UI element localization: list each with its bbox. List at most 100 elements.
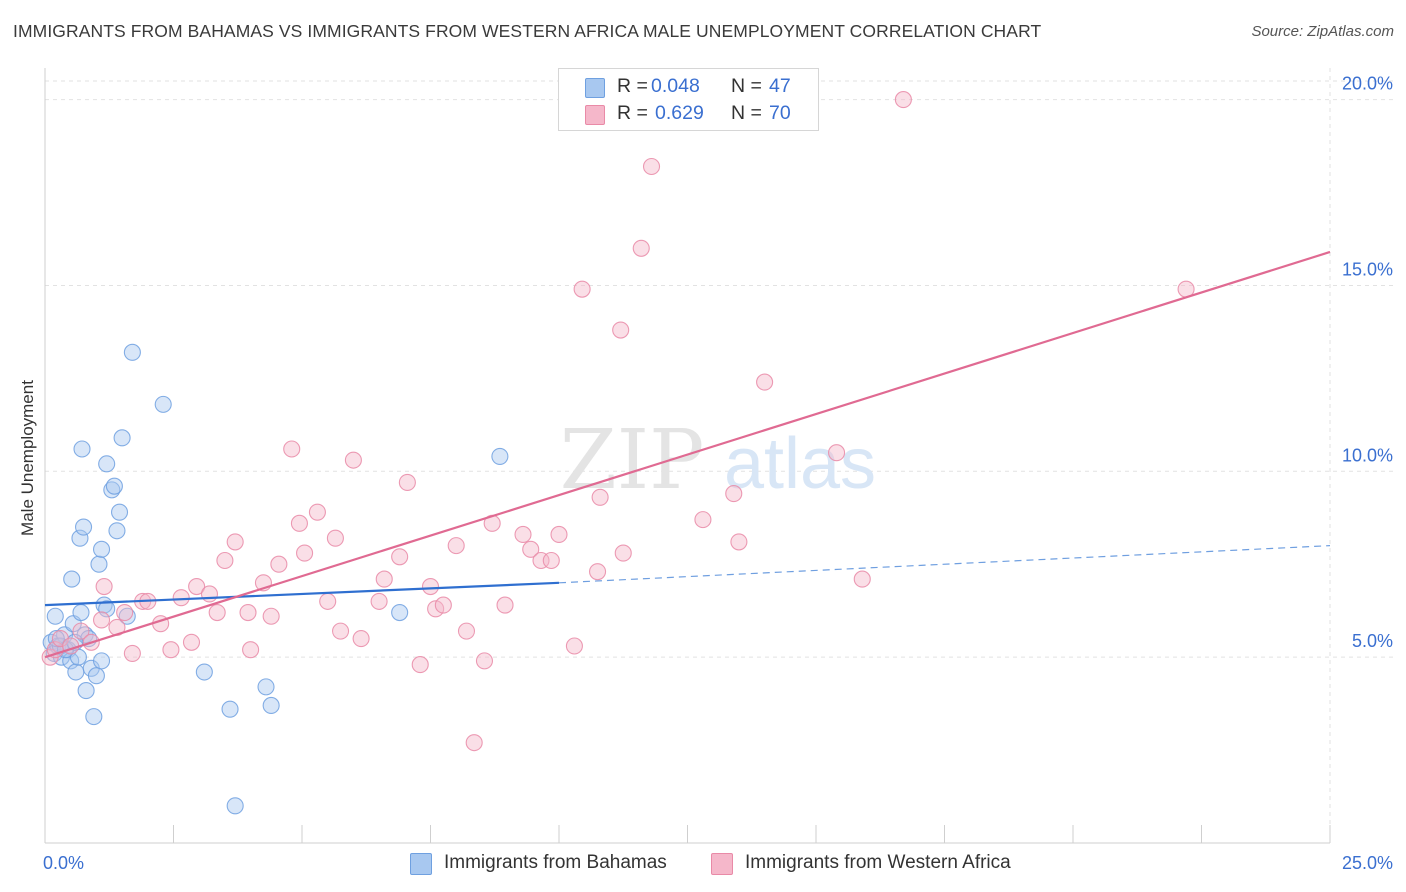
data-point: [67, 663, 85, 681]
data-point: [375, 570, 393, 588]
data-point: [344, 451, 362, 469]
data-point: [352, 630, 370, 648]
data-point: [62, 652, 80, 670]
data-point: [532, 551, 550, 570]
legend-n-label: N =: [731, 102, 762, 124]
data-point: [427, 600, 445, 618]
y-tick-label: 5.0%: [1352, 631, 1393, 651]
data-point: [588, 563, 607, 581]
data-point: [95, 577, 113, 596]
data-point: [90, 555, 108, 573]
data-point: [550, 525, 568, 544]
data-point: [92, 611, 111, 629]
legend-swatch-bahamas: [585, 78, 605, 98]
data-point: [46, 607, 64, 625]
data-point: [63, 570, 81, 588]
tick-labels: 5.0% 10.0% 15.0% 20.0% 0.0% 25.0%: [43, 74, 1393, 873]
y-tick-label: 10.0%: [1342, 445, 1393, 465]
data-point: [108, 522, 126, 540]
data-point: [92, 652, 111, 670]
data-point: [475, 652, 494, 670]
data-point: [221, 700, 239, 718]
data-point: [105, 477, 123, 495]
legend-n-value: 70: [769, 102, 791, 124]
y-tick-label: 20.0%: [1342, 74, 1393, 94]
x-tick-label: 0.0%: [43, 853, 84, 873]
chart-title: IMMIGRANTS FROM BAHAMAS VS IMMIGRANTS FR…: [13, 21, 1042, 41]
data-point: [296, 544, 314, 562]
data-point: [162, 641, 180, 659]
data-point: [226, 533, 244, 551]
data-point: [828, 444, 846, 462]
data-point: [87, 667, 105, 685]
bottom-legend-label: Immigrants from Bahamas: [444, 852, 667, 873]
data-point: [614, 544, 632, 562]
trend-line-bahamas-extension: [558, 545, 1331, 584]
data-point: [642, 157, 661, 176]
data-point: [98, 600, 116, 618]
data-point: [491, 447, 509, 465]
data-point: [370, 592, 388, 610]
bottom-legend-label: Immigrants from Western Africa: [745, 852, 1011, 873]
data-point: [514, 525, 532, 544]
correlation-legend: R = 0.048 N = 47 R = 0.629 N = 70: [558, 68, 819, 131]
data-point: [72, 603, 90, 622]
data-point: [465, 734, 483, 752]
data-point: [71, 529, 89, 547]
y-tick-label: 15.0%: [1342, 259, 1393, 279]
data-point: [242, 641, 260, 659]
data-point: [591, 488, 609, 506]
data-point: [447, 537, 465, 555]
data-point: [496, 596, 514, 614]
data-point: [113, 429, 131, 447]
legend-r-value: 0.629: [655, 102, 704, 124]
data-point: [85, 708, 103, 726]
legend-n-value: 47: [769, 75, 791, 97]
data-point: [391, 603, 409, 622]
data-point: [257, 678, 275, 696]
watermark-atlas: atlas: [724, 424, 876, 504]
data-point: [182, 633, 201, 651]
bottom-legend-swatch-bahamas: [410, 853, 432, 875]
data-point: [411, 656, 429, 674]
data-point: [239, 603, 257, 622]
data-point: [92, 540, 111, 558]
bottom-legend-swatch-western-africa: [711, 853, 733, 875]
data-point: [434, 596, 452, 614]
data-point: [154, 395, 172, 413]
data-point: [612, 321, 630, 339]
data-point: [110, 503, 129, 521]
data-point: [116, 603, 134, 622]
data-point: [421, 577, 440, 596]
legend-swatch-western-africa: [585, 105, 605, 125]
data-point: [200, 585, 219, 603]
trend-line-bahamas: [44, 581, 560, 607]
data-point: [398, 473, 416, 491]
data-point: [188, 577, 206, 596]
legend-n-label: N =: [731, 75, 762, 97]
data-point: [216, 551, 234, 570]
data-point: [195, 663, 213, 681]
data-point: [73, 440, 91, 458]
data-point: [853, 570, 871, 588]
data-point: [632, 239, 650, 257]
data-point: [77, 682, 95, 700]
legend-r-label: R =: [617, 102, 648, 124]
data-point: [725, 485, 743, 503]
data-point: [290, 514, 308, 532]
series-western-africa-points: [41, 91, 1195, 752]
data-point: [391, 548, 409, 566]
data-point: [730, 533, 748, 551]
trend-line-western-africa: [44, 250, 1331, 659]
data-point: [319, 592, 337, 610]
source-label: Source: ZipAtlas.com: [1251, 23, 1394, 40]
grid-lines: [45, 68, 1394, 843]
series-bahamas-points: [42, 343, 509, 815]
data-point: [123, 343, 141, 361]
data-point: [72, 622, 90, 640]
data-point: [331, 622, 350, 640]
data-point: [98, 455, 116, 473]
data-point: [565, 637, 583, 655]
data-point: [172, 589, 190, 607]
